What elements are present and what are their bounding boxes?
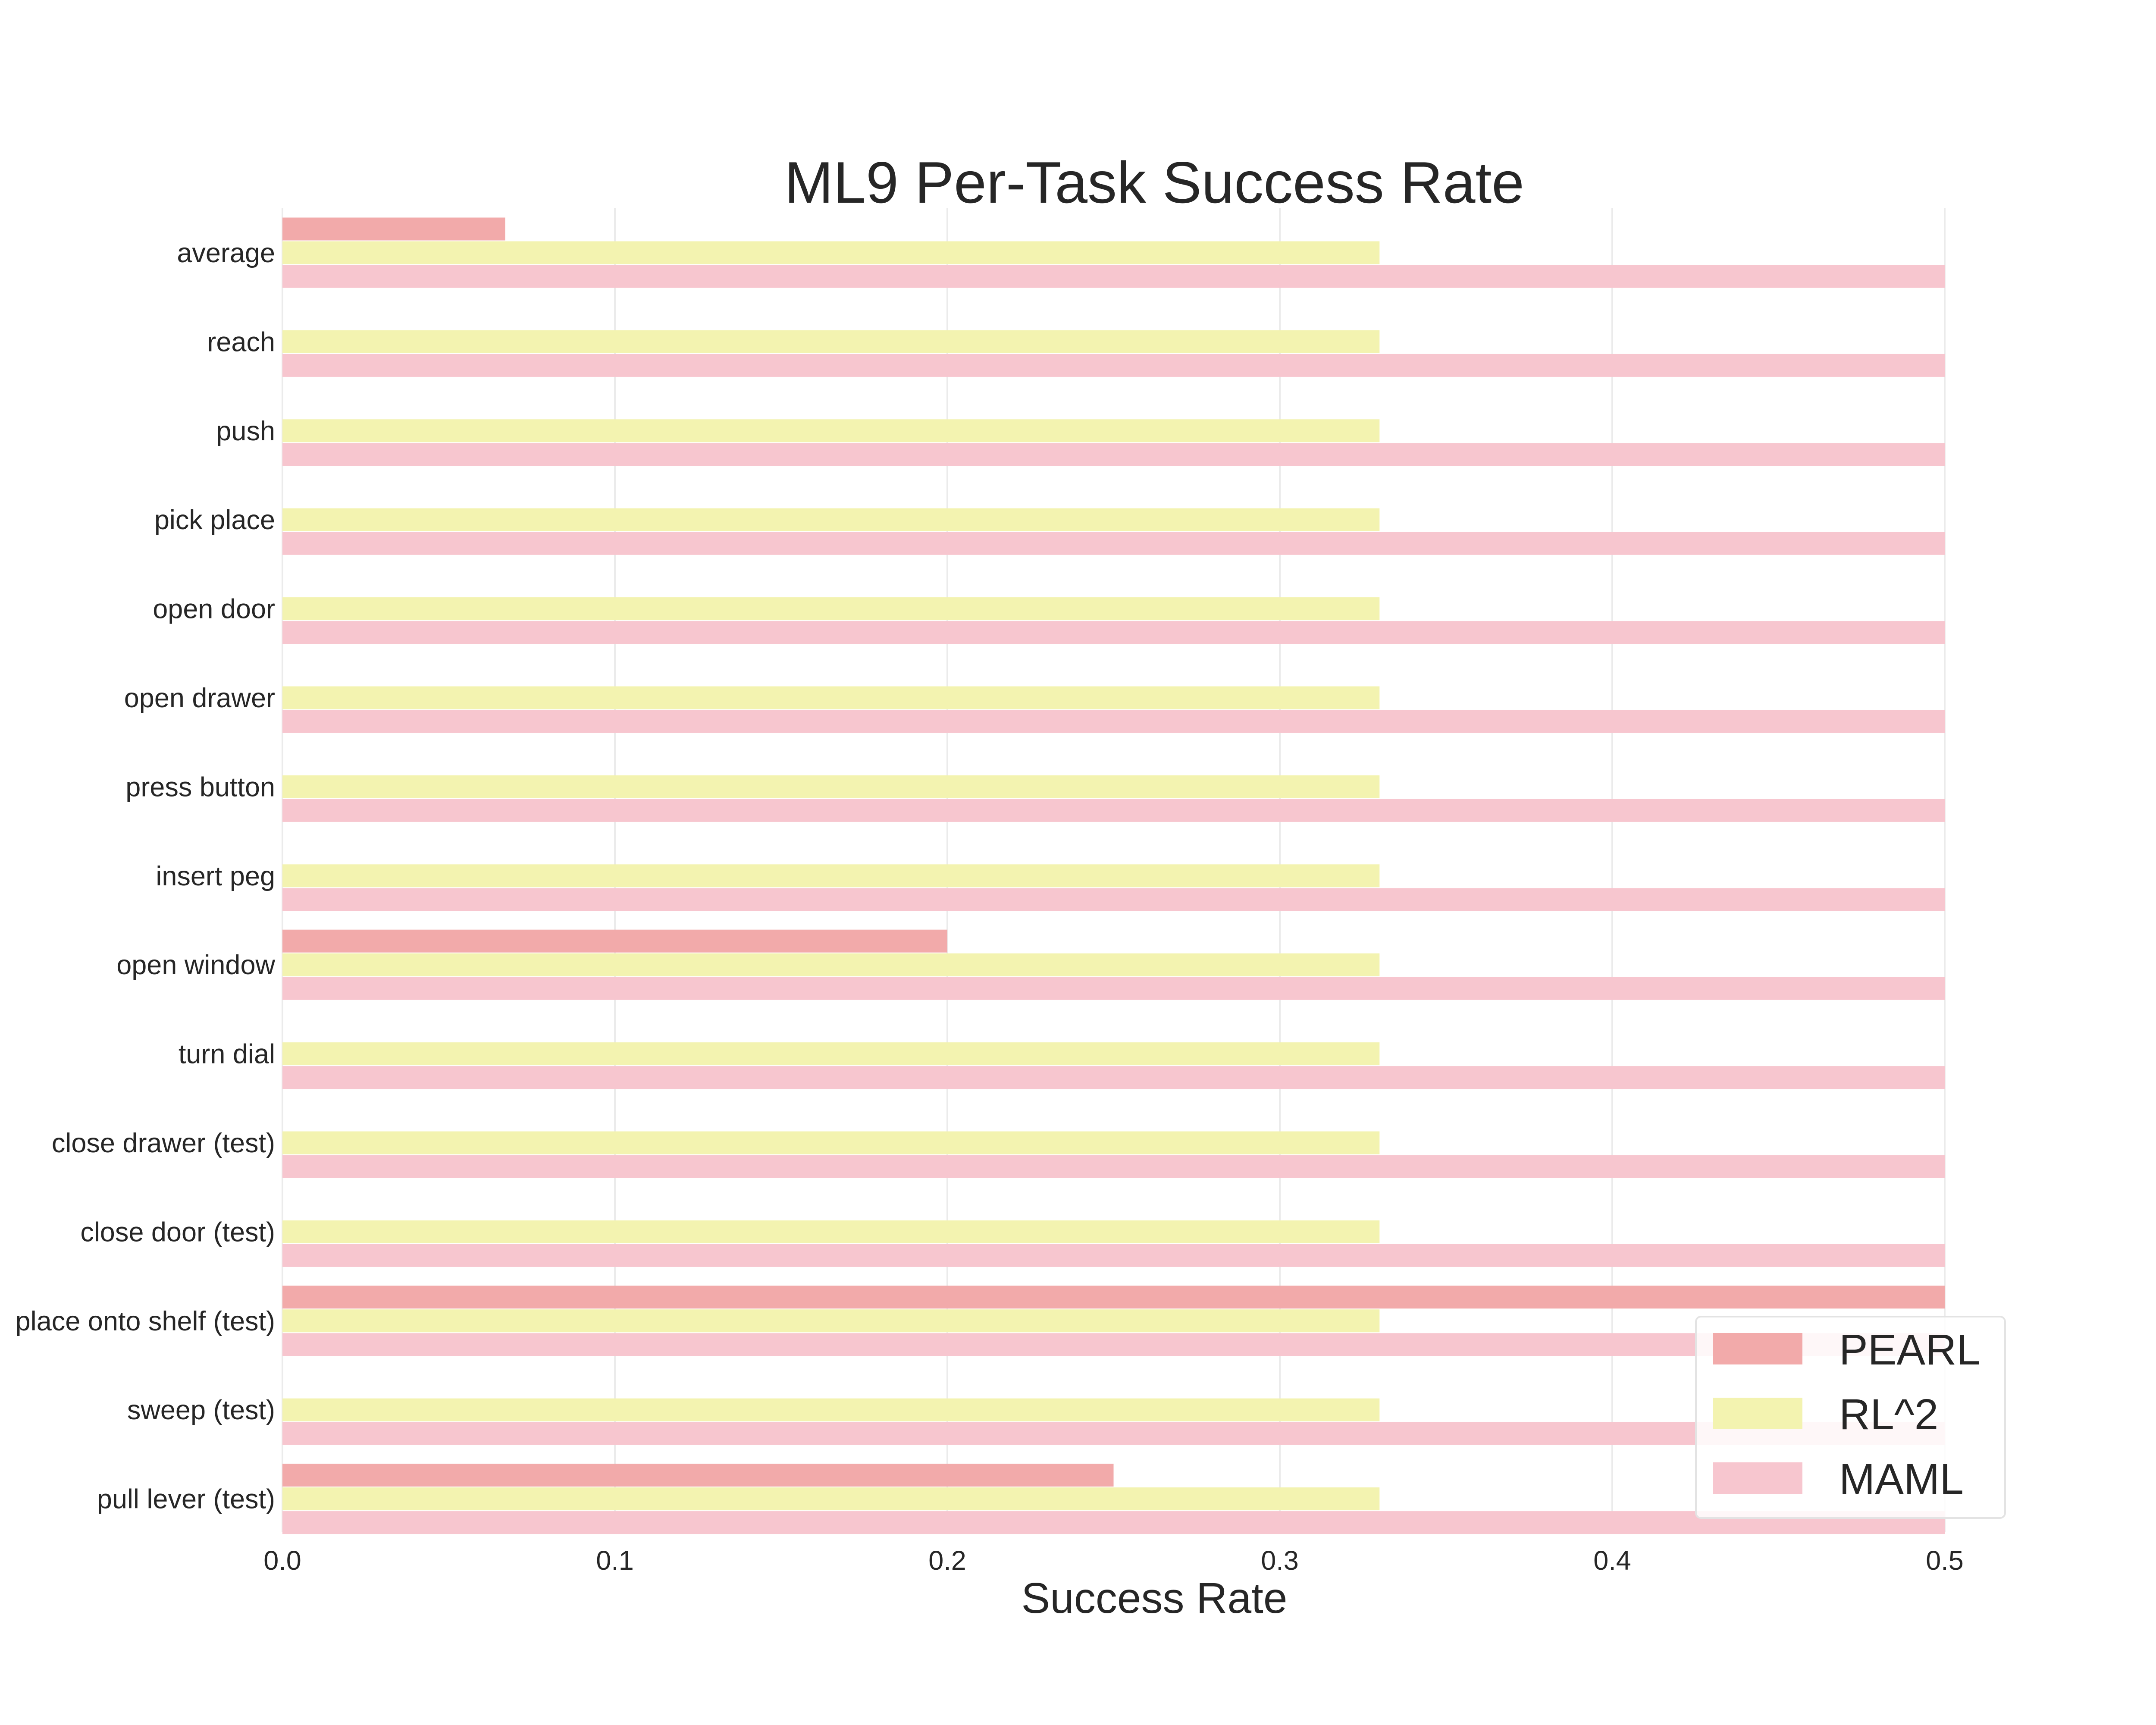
bar-rl-2 <box>282 1309 1380 1333</box>
legend-swatch <box>1713 1333 1802 1364</box>
bar-rl-2 <box>282 864 1380 888</box>
y-tick-label: reach <box>207 327 275 357</box>
legend-swatch <box>1713 1462 1802 1494</box>
bar-maml <box>282 710 1945 733</box>
y-tick-label: open door <box>153 594 275 624</box>
x-tick-label: 0.3 <box>1261 1546 1299 1576</box>
y-tick-label: insert peg <box>156 861 275 891</box>
bar-maml <box>282 354 1945 377</box>
y-tick-label: pick place <box>154 505 275 535</box>
bar-maml <box>282 1511 1945 1534</box>
x-tick-labels: 0.0 0.1 0.2 0.3 0.4 0.5 <box>263 1546 1964 1576</box>
bar-rl-2 <box>282 1042 1380 1066</box>
y-tick-label: average <box>177 238 275 268</box>
bar-pearl <box>282 217 505 241</box>
y-tick-label: press button <box>125 772 275 802</box>
bar-maml <box>282 1333 1945 1356</box>
bar-maml <box>282 888 1945 911</box>
x-axis-label: Success Rate <box>1022 1574 1288 1622</box>
bar-pearl <box>282 1464 1114 1487</box>
x-tick-label: 0.5 <box>1926 1546 1964 1576</box>
bar-maml <box>282 532 1945 555</box>
legend-label: MAML <box>1839 1455 1964 1503</box>
y-tick-label: turn dial <box>179 1039 275 1070</box>
bar-rl-2 <box>282 330 1380 353</box>
bar-rl-2 <box>282 1398 1380 1421</box>
bar-maml <box>282 443 1945 466</box>
bar-rl-2 <box>282 597 1380 621</box>
y-tick-label: pull lever (test) <box>97 1484 275 1515</box>
x-tick-label: 0.4 <box>1593 1546 1631 1576</box>
y-tick-label: close drawer (test) <box>52 1128 275 1158</box>
chart-title: ML9 Per-Task Success Rate <box>784 150 1524 215</box>
bar-rl-2 <box>282 953 1380 976</box>
legend-label: PEARL <box>1839 1326 1981 1374</box>
bar-pearl <box>282 1286 1945 1309</box>
bar-pearl <box>282 929 947 953</box>
y-tick-label: sweep (test) <box>127 1395 275 1425</box>
x-tick-label: 0.2 <box>928 1546 966 1576</box>
bar-rl-2 <box>282 1487 1380 1511</box>
x-tick-label: 0.0 <box>263 1546 301 1576</box>
bar-rl-2 <box>282 241 1380 264</box>
bars <box>282 217 1945 1534</box>
bar-maml <box>282 977 1945 1000</box>
bar-rl-2 <box>282 508 1380 531</box>
y-tick-labels: average reach push pick place open door open … <box>16 238 276 1515</box>
y-tick-label: open window <box>116 950 275 980</box>
bar-maml <box>282 621 1945 644</box>
x-tick-label: 0.1 <box>596 1546 634 1576</box>
legend-swatch <box>1713 1398 1802 1429</box>
bar-rl-2 <box>282 1131 1380 1154</box>
bar-rl-2 <box>282 1220 1380 1243</box>
bar-maml <box>282 1066 1945 1089</box>
bar-maml <box>282 1422 1945 1445</box>
y-tick-label: push <box>216 416 275 446</box>
bar-maml <box>282 799 1945 822</box>
legend: PEARL RL^2 MAML <box>1695 1316 2006 1519</box>
bar-rl-2 <box>282 775 1380 798</box>
y-tick-label: close door (test) <box>80 1217 275 1247</box>
bar-maml <box>282 1155 1945 1178</box>
bar-rl-2 <box>282 686 1380 709</box>
bar-rl-2 <box>282 419 1380 442</box>
bar-maml <box>282 265 1945 288</box>
y-tick-label: open drawer <box>124 683 275 713</box>
bar-maml <box>282 1244 1945 1267</box>
legend-label: RL^2 <box>1839 1390 1938 1439</box>
y-tick-label: place onto shelf (test) <box>16 1306 275 1336</box>
